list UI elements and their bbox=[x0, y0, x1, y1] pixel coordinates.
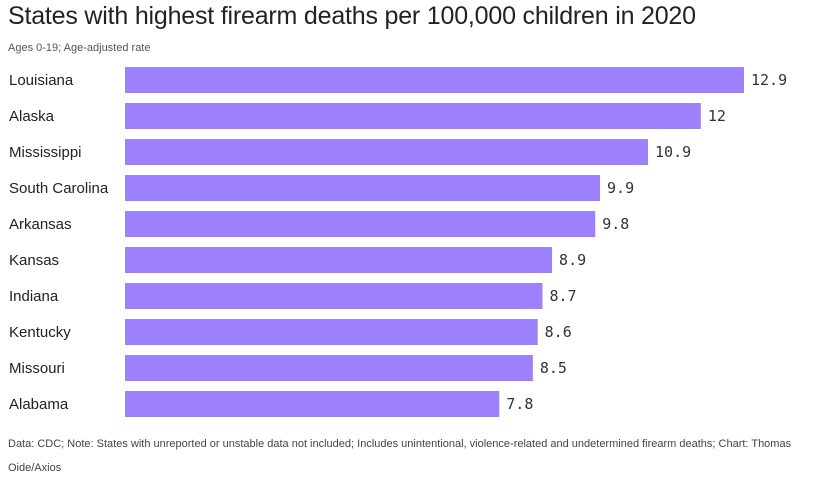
bar bbox=[125, 391, 500, 417]
bar bbox=[125, 103, 701, 129]
chart-title: States with highest firearm deaths per 1… bbox=[8, 2, 696, 30]
chart-footnote: Data: CDC; Note: States with unreported … bbox=[8, 438, 792, 474]
category-label: Louisiana bbox=[9, 72, 74, 89]
category-label: Mississippi bbox=[9, 144, 82, 161]
category-label: Alabama bbox=[9, 396, 69, 413]
category-label: Kentucky bbox=[9, 324, 71, 341]
value-label: 12.9 bbox=[751, 71, 787, 89]
value-label: 10.9 bbox=[655, 143, 691, 161]
value-label: 9.9 bbox=[607, 179, 634, 197]
value-label: 8.6 bbox=[545, 323, 572, 341]
bar bbox=[125, 319, 538, 345]
category-label: Missouri bbox=[9, 360, 65, 377]
category-label: South Carolina bbox=[9, 180, 109, 197]
value-label: 12 bbox=[708, 107, 726, 125]
bar bbox=[125, 67, 744, 93]
value-label: 7.8 bbox=[506, 395, 533, 413]
category-label: Kansas bbox=[9, 252, 59, 269]
bar bbox=[125, 247, 553, 273]
bar bbox=[125, 355, 533, 381]
bar bbox=[125, 211, 596, 237]
bars-group: Louisiana 12.9 Alaska 12 Mississippi 10.9 Sout… bbox=[9, 67, 787, 417]
value-label: 8.7 bbox=[549, 287, 576, 305]
category-label: Alaska bbox=[9, 108, 55, 125]
value-label: 9.8 bbox=[602, 215, 629, 233]
bar bbox=[125, 139, 649, 165]
chart-subtitle: Ages 0-19; Age-adjusted rate bbox=[8, 42, 151, 54]
category-label: Indiana bbox=[9, 288, 59, 305]
bar bbox=[125, 175, 601, 201]
category-label: Arkansas bbox=[9, 216, 72, 233]
value-label: 8.5 bbox=[540, 359, 567, 377]
bar bbox=[125, 283, 543, 309]
value-label: 8.9 bbox=[559, 251, 586, 269]
